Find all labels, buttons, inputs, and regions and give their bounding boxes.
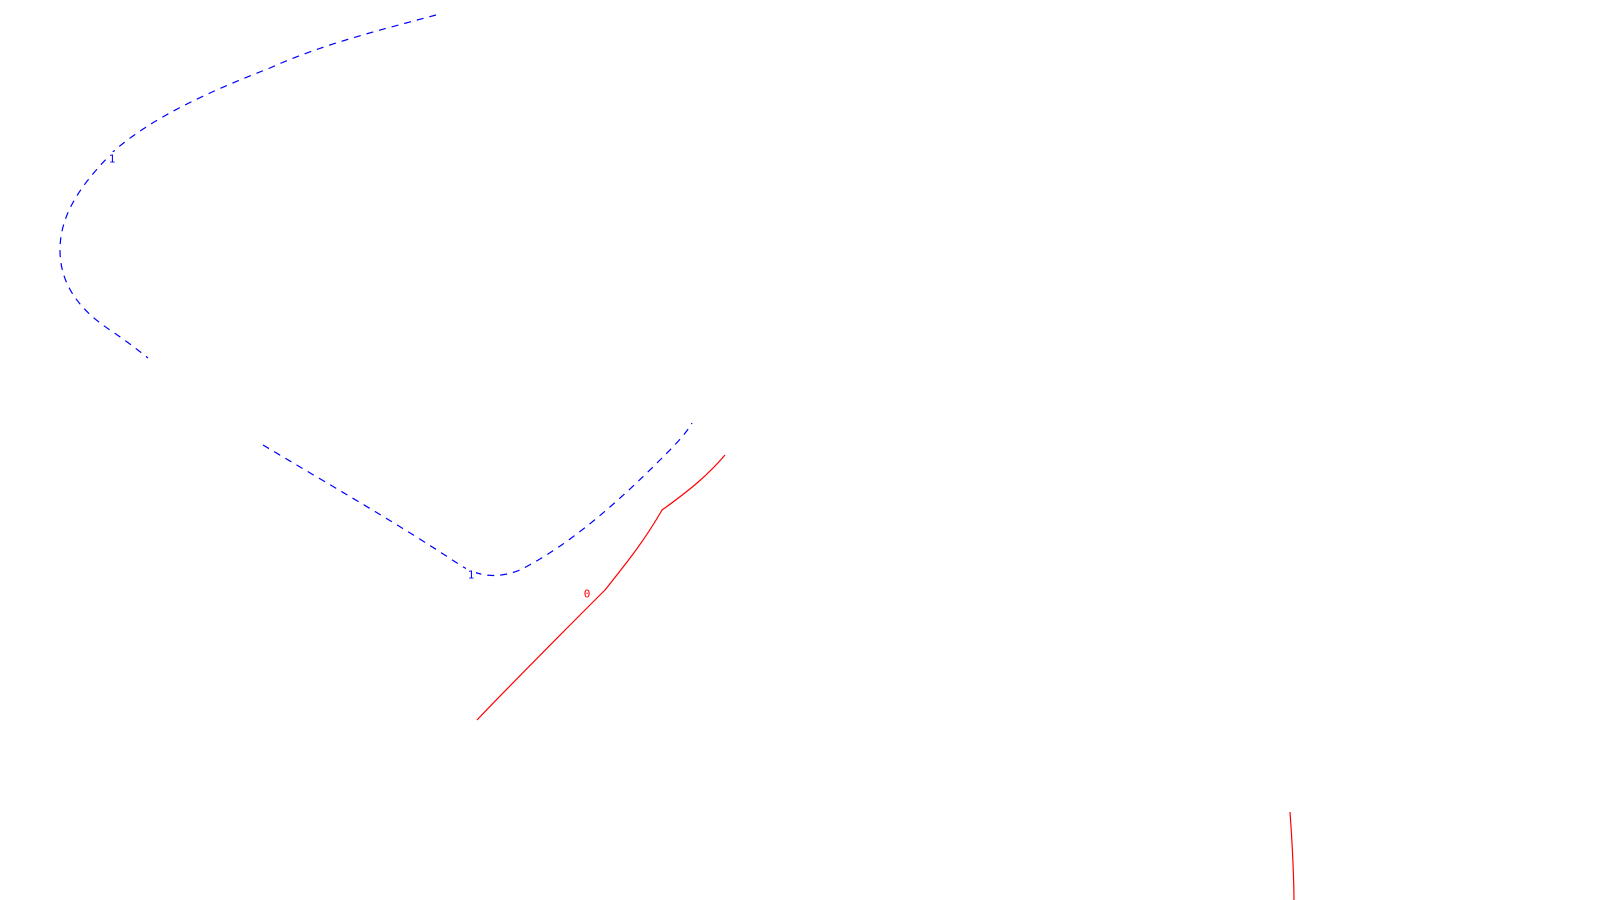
contour-label-level-1-lower-background: [466, 568, 476, 582]
contour-line-level-0-center: [476, 454, 726, 721]
contour-line-level-1-upper: [59, 14, 437, 359]
contour-line-level-0-right: [1289, 811, 1295, 900]
contour-line-level-1-lower: [262, 422, 693, 577]
contour-label-level-1-upper-background: [107, 152, 117, 166]
contour-labels: 1 1 0: [107, 152, 592, 601]
contour-label-level-0-background: [582, 587, 592, 601]
contour-label-level-1-lower: 1: [468, 569, 475, 582]
contour-label-level-0: 0: [584, 588, 591, 601]
contour-lines: [59, 14, 1295, 900]
contour-label-level-1-upper: 1: [109, 153, 116, 166]
